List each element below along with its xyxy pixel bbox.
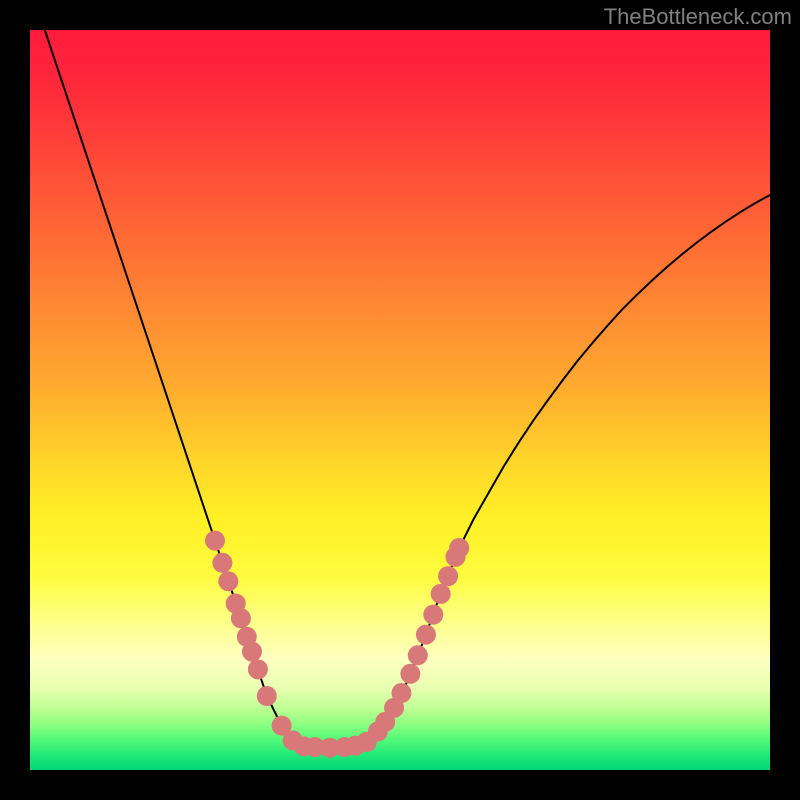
data-marker <box>212 553 232 573</box>
data-marker <box>257 686 277 706</box>
chart-svg <box>30 30 770 770</box>
bottleneck-chart <box>30 30 770 770</box>
data-marker <box>242 642 262 662</box>
data-marker <box>408 645 428 665</box>
data-marker <box>248 659 268 679</box>
data-marker <box>231 608 251 628</box>
data-marker <box>438 566 458 586</box>
data-marker <box>400 664 420 684</box>
data-marker <box>416 625 436 645</box>
data-marker <box>218 571 238 591</box>
data-marker <box>423 605 443 625</box>
data-marker <box>205 531 225 551</box>
data-marker <box>449 538 469 558</box>
watermark-text: TheBottleneck.com <box>604 4 792 30</box>
data-marker <box>431 584 451 604</box>
chart-background <box>30 30 770 770</box>
data-marker <box>391 683 411 703</box>
